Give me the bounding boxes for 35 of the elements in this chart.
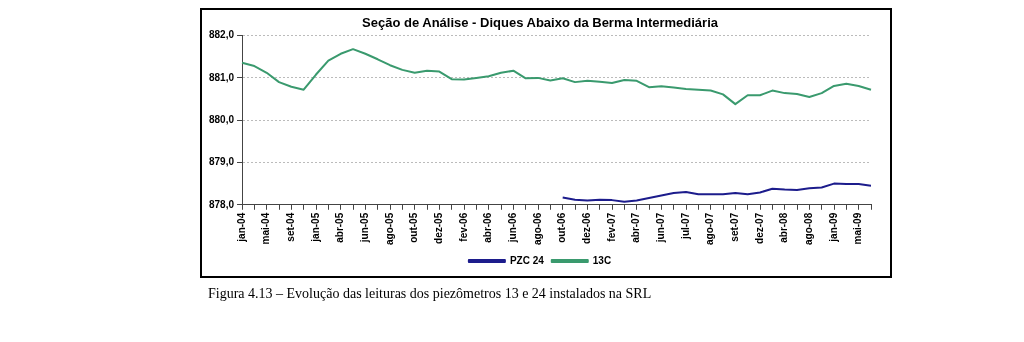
x-tick-label: set-07 <box>729 212 741 242</box>
x-tick-label: jan-09 <box>827 212 839 243</box>
legend-label: 13C <box>592 254 612 266</box>
x-tick-label: fev-07 <box>605 212 617 242</box>
y-tick-label: 880,0 <box>208 113 235 125</box>
x-tick-label: mai-09 <box>852 212 864 245</box>
x-tick-label: jan-04 <box>235 212 247 243</box>
text: Figura 4.13 – Evolução das leituras dos piezômetros 13 e 24 instalados na SRL <box>208 286 653 302</box>
x-tick-label: abr-05 <box>334 212 346 243</box>
x-tick-label: abr-08 <box>778 212 790 243</box>
x-tick-label: ago-08 <box>803 212 815 245</box>
x-tick-label: abr-06 <box>482 212 494 243</box>
y-tick-label: 881,0 <box>208 71 235 83</box>
x-tick-label: fev-06 <box>457 212 469 242</box>
x-tick-label: dez-06 <box>581 212 593 244</box>
x-tick-label: set-04 <box>285 212 297 242</box>
x-tick-label: mai-04 <box>260 212 272 245</box>
y-tick-label: 882,0 <box>208 29 235 41</box>
x-tick-label: dez-05 <box>433 212 445 244</box>
legend-label: PZC 24 <box>509 254 545 266</box>
x-tick-label: out-05 <box>408 212 420 243</box>
x-tick-label: abr-07 <box>630 212 642 243</box>
y-tick-label: 879,0 <box>208 156 235 168</box>
x-tick-label: jun-07 <box>655 212 667 244</box>
x-tick-label: jun-05 <box>359 212 371 244</box>
x-tick-label: ago-07 <box>704 212 716 245</box>
x-tick-label: jan-05 <box>309 212 321 243</box>
x-tick-label: dez-07 <box>753 212 765 244</box>
x-tick-label: jul-07 <box>679 212 691 240</box>
chart-title: Seção de Análise - Diques Abaixo da Berma Intermediária <box>362 15 719 31</box>
y-tick-label: 878,0 <box>208 198 235 210</box>
x-tick-label: jun-06 <box>507 212 519 244</box>
x-tick-label: ago-05 <box>383 212 395 245</box>
x-tick-label: out-06 <box>556 212 568 243</box>
x-tick-label: ago-06 <box>531 212 543 245</box>
